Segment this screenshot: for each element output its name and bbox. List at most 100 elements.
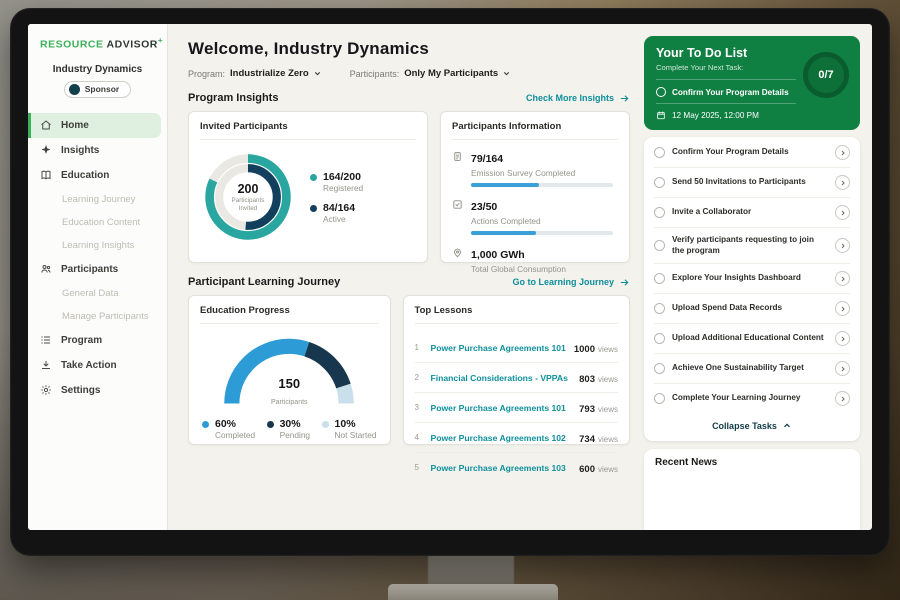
task-row-achieve-sustainability-target[interactable]: Achieve One Sustainability Target [654, 354, 850, 384]
lesson-views-value: 803 [579, 374, 595, 385]
task-open-button[interactable] [835, 205, 850, 220]
sidebar-item-insights[interactable]: Insights [28, 138, 167, 163]
go-to-learning-journey-link[interactable]: Go to Learning Journey [512, 277, 630, 288]
legend-label: Completed [215, 430, 255, 440]
invited-donut-chart: 200 Participants Invited [200, 149, 296, 245]
task-checkbox[interactable] [654, 207, 665, 218]
participants-select-value: Only My Participants [404, 68, 498, 79]
task-checkbox[interactable] [654, 273, 665, 284]
sidebar-item-education[interactable]: Education [28, 163, 167, 188]
sidebar-item-label: Program [61, 335, 102, 346]
sidebar-item-education-content[interactable]: Education Content [28, 211, 167, 234]
education-legend: 60%Completed 30%Pending 10%Not Started [200, 418, 379, 440]
lesson-title-link[interactable]: Power Purchase Agreements 102 [431, 433, 572, 443]
lesson-views-word: views [598, 405, 618, 414]
task-row-upload-spend-data[interactable]: Upload Spend Data Records [654, 294, 850, 324]
lesson-rank: 1 [415, 343, 423, 352]
task-open-button[interactable] [835, 361, 850, 376]
lesson-title-link[interactable]: Power Purchase Agreements 101 [431, 403, 572, 413]
lesson-row: 3 Power Purchase Agreements 101 793views [415, 393, 619, 423]
task-checkbox[interactable] [654, 240, 665, 251]
page-title: Welcome, Industry Dynamics [188, 39, 630, 59]
participants-select[interactable]: Participants: Only My Participants [350, 68, 512, 79]
education-icon [40, 169, 52, 181]
gauge-center-label: 150 Participants [219, 376, 359, 409]
task-row-verify-participants[interactable]: Verify participants requesting to join t… [654, 228, 850, 264]
task-label: Upload Additional Educational Content [672, 333, 828, 344]
lesson-title-link[interactable]: Power Purchase Agreements 101 [431, 343, 566, 353]
calendar-icon [656, 110, 666, 120]
task-checkbox[interactable] [654, 147, 665, 158]
task-open-button[interactable] [835, 175, 850, 190]
chevron-right-icon [839, 305, 847, 313]
task-checkbox[interactable] [654, 333, 665, 344]
donut-center-label: 200 Participants Invited [200, 149, 296, 245]
sidebar-item-settings[interactable]: Settings [28, 378, 167, 403]
sidebar-item-take-action[interactable]: Take Action [28, 353, 167, 378]
task-row-send-invitations[interactable]: Send 50 Invitations to Participants [654, 168, 850, 198]
sidebar: RESOURCE ADVISOR+ Industry Dynamics Spon… [28, 24, 168, 530]
sidebar-item-participants[interactable]: Participants [28, 257, 167, 282]
program-select-label: Program: [188, 69, 225, 79]
task-checkbox[interactable] [654, 363, 665, 374]
todo-next-task[interactable]: Confirm Your Program Details [656, 79, 796, 97]
lesson-rank: 3 [415, 403, 423, 412]
task-checkbox[interactable] [654, 177, 665, 188]
card-title: Top Lessons [415, 305, 619, 324]
sidebar-item-home[interactable]: Home [28, 113, 161, 138]
program-select[interactable]: Program: Industrialize Zero [188, 68, 322, 79]
legend-value: 30% [280, 418, 310, 430]
sidebar-subitem-label: General Data [62, 288, 119, 299]
legend-value: 60% [215, 418, 255, 430]
task-row-invite-collaborator[interactable]: Invite a Collaborator [654, 198, 850, 228]
lesson-row: 4 Power Purchase Agreements 102 734views [415, 423, 619, 453]
task-open-button[interactable] [835, 145, 850, 160]
task-checkbox[interactable] [654, 393, 665, 404]
lesson-row: 2 Financial Considerations - VPPAs 803vi… [415, 363, 619, 393]
sidebar-item-program[interactable]: Program [28, 328, 167, 353]
chevron-right-icon [839, 395, 847, 403]
sidebar-item-learning-journey[interactable]: Learning Journey [28, 188, 167, 211]
todo-due-date-label: 12 May 2025, 12:00 PM [672, 111, 759, 120]
recent-news-card: Recent News [644, 449, 860, 530]
todo-panel: Your To Do List Complete Your Next Task:… [644, 24, 872, 530]
lesson-views-value: 793 [579, 404, 595, 415]
task-open-button[interactable] [835, 391, 850, 406]
check-more-insights-link[interactable]: Check More Insights [526, 93, 630, 104]
chevron-right-icon [839, 365, 847, 373]
main-content: Welcome, Industry Dynamics Program: Indu… [168, 24, 644, 530]
task-row-complete-learning-journey[interactable]: Complete Your Learning Journey [654, 384, 850, 413]
sponsor-icon [69, 84, 80, 95]
sponsor-badge[interactable]: Sponsor [64, 81, 131, 98]
link-label: Check More Insights [526, 93, 614, 103]
survey-icon [452, 151, 463, 162]
legend-value: 164/200 [323, 171, 363, 183]
sidebar-item-label: Education [61, 170, 109, 181]
task-row-explore-insights[interactable]: Explore Your Insights Dashboard [654, 264, 850, 294]
sponsor-badge-label: Sponsor [85, 84, 119, 94]
task-row-confirm-program[interactable]: Confirm Your Program Details [654, 138, 850, 168]
task-open-button[interactable] [835, 301, 850, 316]
education-progress-card: Education Progress 150 Participants [188, 295, 391, 445]
task-checkbox[interactable] [656, 87, 666, 97]
task-row-upload-educational-content[interactable]: Upload Additional Educational Content [654, 324, 850, 354]
lesson-title-link[interactable]: Financial Considerations - VPPAs [431, 373, 572, 383]
insights-icon [40, 144, 52, 156]
app-window: RESOURCE ADVISOR+ Industry Dynamics Spon… [28, 24, 872, 530]
lesson-views-value: 600 [579, 464, 595, 475]
monitor-stand-base [388, 584, 558, 600]
sidebar-item-general-data[interactable]: General Data [28, 282, 167, 305]
task-open-button[interactable] [835, 238, 850, 253]
collapse-tasks-button[interactable]: Collapse Tasks [654, 413, 850, 440]
task-open-button[interactable] [835, 331, 850, 346]
lesson-row: 5 Power Purchase Agreements 103 600views [415, 453, 619, 482]
recent-news-title: Recent News [655, 457, 717, 468]
donut-center-value: 200 [238, 182, 259, 196]
sidebar-subitem-label: Learning Journey [62, 194, 135, 205]
task-checkbox[interactable] [654, 303, 665, 314]
legend-label: Active [323, 214, 346, 224]
sidebar-item-learning-insights[interactable]: Learning Insights [28, 234, 167, 257]
task-open-button[interactable] [835, 271, 850, 286]
sidebar-item-manage-participants[interactable]: Manage Participants [28, 305, 167, 328]
lesson-title-link[interactable]: Power Purchase Agreements 103 [431, 463, 572, 473]
